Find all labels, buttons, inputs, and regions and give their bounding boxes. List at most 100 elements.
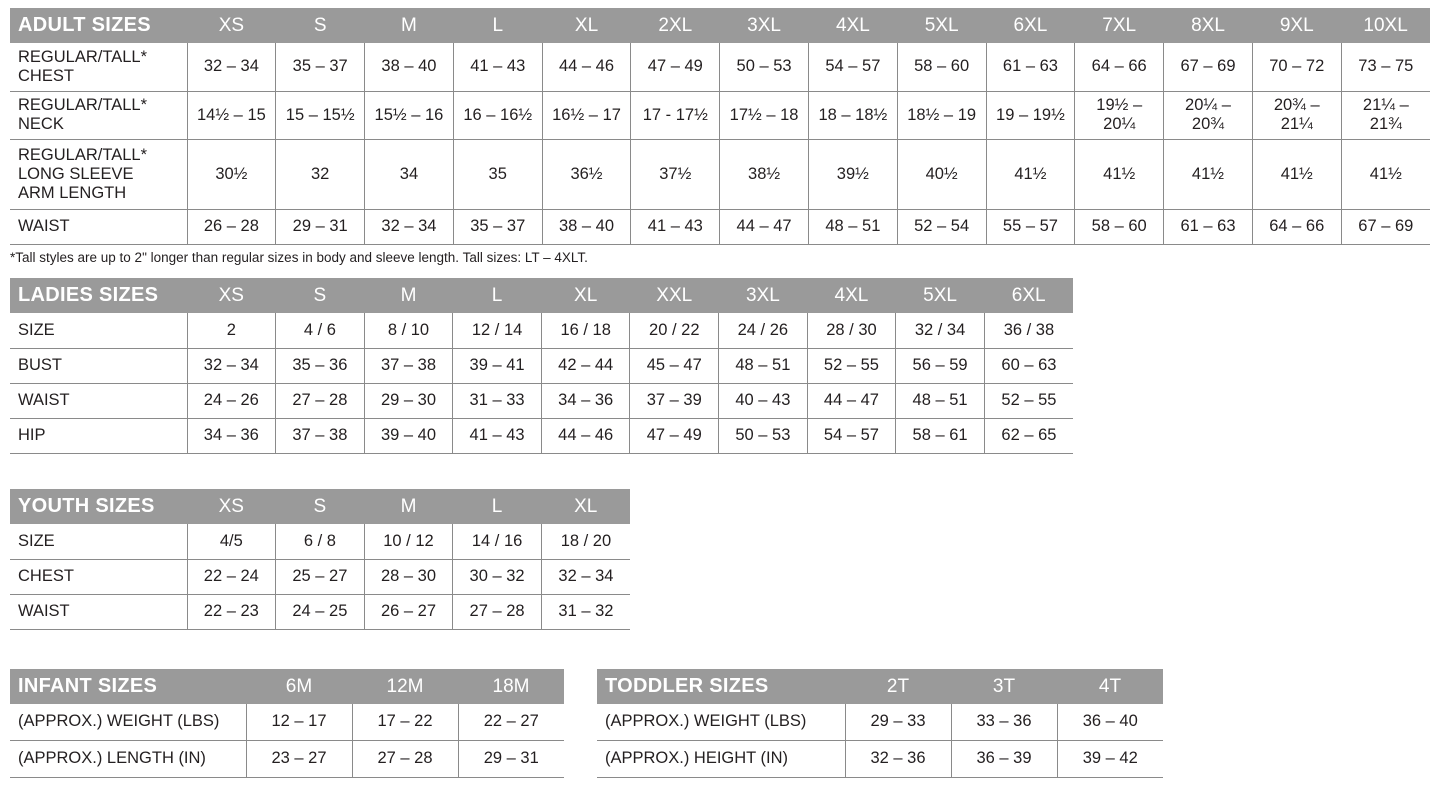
cell-value: 28 – 30 bbox=[363, 559, 453, 595]
cell-value: 52 – 54 bbox=[896, 209, 987, 245]
cell-value: 4 / 6 bbox=[275, 313, 365, 349]
cell-value: 30 – 32 bbox=[452, 559, 542, 595]
size-header: 7XL bbox=[1074, 8, 1164, 43]
cell-value: 35 bbox=[452, 139, 543, 210]
table-row: WAIST 22 – 23 24 – 25 26 – 27 27 – 28 31 – 32 bbox=[10, 594, 630, 630]
cell-value: 27 – 28 bbox=[452, 594, 542, 630]
cell-value: 41 – 43 bbox=[452, 43, 543, 92]
size-header: 12M bbox=[352, 669, 458, 704]
cell-value: 35 – 37 bbox=[275, 43, 365, 92]
cell-value: 22 – 23 bbox=[186, 594, 276, 630]
cell-value: 24 / 26 bbox=[718, 313, 808, 349]
cell-value: 44 – 47 bbox=[719, 209, 809, 245]
header-row: LADIES SIZES XS S M L XL XXL 3XL 4XL 5XL 6XL bbox=[10, 278, 1073, 313]
size-header: 4XL bbox=[807, 278, 896, 313]
row-label: CHEST bbox=[10, 559, 187, 595]
size-header: 18M bbox=[458, 669, 564, 704]
cell-value: 32 – 36 bbox=[844, 740, 951, 778]
cell-value: 54 – 57 bbox=[807, 43, 898, 92]
row-label: SIZE bbox=[10, 313, 187, 349]
cell-value: 39½ bbox=[807, 139, 898, 210]
cell-value: 40 – 43 bbox=[718, 383, 808, 419]
cell-value: 12 – 17 bbox=[245, 704, 352, 741]
cell-value: 17 – 22 bbox=[351, 704, 458, 741]
size-header: 3T bbox=[951, 669, 1057, 704]
cell-value: 24 – 26 bbox=[186, 383, 276, 419]
table-row: (APPROX.) LENGTH (IN) 23 – 27 27 – 28 29 – … bbox=[10, 740, 564, 778]
cell-value: 23 – 27 bbox=[245, 740, 352, 778]
cell-value: 41 – 43 bbox=[452, 418, 542, 454]
cell-value: 26 – 27 bbox=[363, 594, 453, 630]
table-row: WAIST 24 – 26 27 – 28 29 – 30 31 – 33 34 – 36… bbox=[10, 383, 1073, 419]
size-header: L bbox=[453, 8, 543, 43]
cell-value: 64 – 66 bbox=[1251, 209, 1342, 245]
table-title: TODDLER SIZES bbox=[597, 669, 845, 704]
cell-value: 18½ – 19 bbox=[896, 91, 987, 140]
cell-value: 18 / 20 bbox=[540, 524, 630, 560]
table-title: LADIES SIZES bbox=[10, 278, 187, 313]
table-title: ADULT SIZES bbox=[10, 8, 187, 43]
cell-value: 62 – 65 bbox=[983, 418, 1073, 454]
cell-value: 17 - 17½ bbox=[630, 91, 720, 140]
cell-value: 35 – 36 bbox=[275, 348, 365, 384]
row-label: (APPROX.) WEIGHT (LBS) bbox=[597, 704, 845, 741]
cell-value: 30½ bbox=[186, 139, 276, 210]
size-header: 5XL bbox=[897, 8, 987, 43]
cell-value: 4/5 bbox=[186, 524, 276, 560]
cell-value: 58 – 60 bbox=[896, 43, 987, 92]
cell-value: 21¼ – 21¾ bbox=[1340, 91, 1430, 140]
table-row: REGULAR/TALL* NECK 14½ – 15 15 – 15½ 15½ – … bbox=[10, 91, 1430, 140]
cell-value: 50 – 53 bbox=[719, 43, 809, 92]
cell-value: 42 – 44 bbox=[540, 348, 630, 384]
cell-value: 73 – 75 bbox=[1340, 43, 1430, 92]
size-header: 5XL bbox=[895, 278, 985, 313]
cell-value: 36 – 39 bbox=[950, 740, 1057, 778]
header-row: INFANT SIZES 6M 12M 18M bbox=[10, 669, 564, 704]
cell-value: 14½ – 15 bbox=[186, 91, 276, 140]
cell-value: 44 – 46 bbox=[541, 43, 631, 92]
header-row: TODDLER SIZES 2T 3T 4T bbox=[597, 669, 1163, 704]
cell-value: 28 / 30 bbox=[806, 313, 896, 349]
cell-value: 47 – 49 bbox=[629, 418, 719, 454]
size-header: S bbox=[275, 489, 365, 524]
cell-value: 32 – 34 bbox=[540, 559, 630, 595]
cell-value: 55 – 57 bbox=[985, 209, 1075, 245]
cell-value: 16 – 16½ bbox=[452, 91, 543, 140]
size-header: 2T bbox=[845, 669, 951, 704]
cell-value: 32 – 34 bbox=[186, 348, 276, 384]
cell-value: 27 – 28 bbox=[351, 740, 458, 778]
cell-value: 41 – 43 bbox=[630, 209, 720, 245]
row-label: REGULAR/TALL* LONG SLEEVE ARM LENGTH bbox=[10, 139, 187, 210]
size-header: S bbox=[275, 278, 365, 313]
cell-value: 37½ bbox=[630, 139, 720, 210]
cell-value: 10 / 12 bbox=[363, 524, 453, 560]
cell-value: 2 bbox=[186, 313, 276, 349]
size-header: 3XL bbox=[718, 278, 808, 313]
row-label: WAIST bbox=[10, 383, 187, 419]
size-header: M bbox=[364, 8, 454, 43]
cell-value: 27 – 28 bbox=[275, 383, 365, 419]
cell-value: 29 – 31 bbox=[457, 740, 564, 778]
cell-value: 36½ bbox=[541, 139, 631, 210]
cell-value: 39 – 42 bbox=[1056, 740, 1163, 778]
cell-value: 32 – 34 bbox=[186, 43, 276, 92]
cell-value: 17½ – 18 bbox=[719, 91, 809, 140]
row-label: WAIST bbox=[10, 209, 187, 245]
infant-sizes-table: INFANT SIZES 6M 12M 18M (APPROX.) WEIGHT (LB… bbox=[10, 669, 564, 778]
cell-value: 25 – 27 bbox=[275, 559, 365, 595]
table-title: YOUTH SIZES bbox=[10, 489, 187, 524]
cell-value: 26 – 28 bbox=[186, 209, 276, 245]
row-label: REGULAR/TALL* CHEST bbox=[10, 43, 187, 92]
table-row: (APPROX.) HEIGHT (IN) 32 – 36 36 – 39 39 – … bbox=[597, 740, 1163, 778]
cell-value: 47 – 49 bbox=[630, 43, 720, 92]
row-label: SIZE bbox=[10, 524, 187, 560]
row-label: HIP bbox=[10, 418, 187, 454]
table-row: REGULAR/TALL* LONG SLEEVE ARM LENGTH 30½ 3… bbox=[10, 139, 1430, 210]
cell-value: 41½ bbox=[1251, 139, 1342, 210]
size-header: XXL bbox=[629, 278, 719, 313]
cell-value: 34 – 36 bbox=[186, 418, 276, 454]
adult-sizes-table: ADULT SIZES XS S M L XL 2XL 3XL 4XL 5XL 6XL 7XL 8XL 9… bbox=[10, 8, 1430, 245]
cell-value: 54 – 57 bbox=[806, 418, 896, 454]
cell-value: 38 – 40 bbox=[541, 209, 631, 245]
row-label: REGULAR/TALL* NECK bbox=[10, 91, 187, 140]
